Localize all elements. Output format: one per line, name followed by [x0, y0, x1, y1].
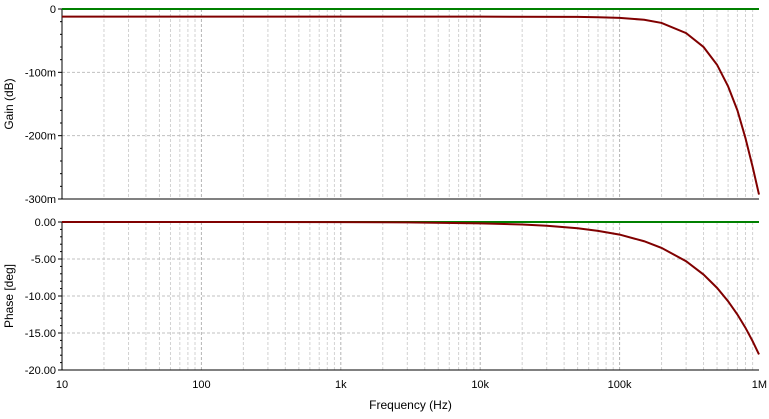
x-tick-label: 1k: [335, 379, 347, 391]
x-tick-label: 10k: [471, 379, 489, 391]
gain-y-axis-label: Gain (dB): [2, 78, 16, 129]
series-line: [62, 15, 760, 195]
phase-y-tick-labels: 0.00 -5.00 -10.00 -15.00 -20.00: [25, 217, 56, 377]
y-tick-label: -100m: [25, 67, 56, 79]
gain-grid: [62, 8, 759, 200]
phase-frame: [58, 221, 759, 371]
x-tick-label: 10: [56, 379, 68, 391]
gain-y-tick-labels: 0 -100m -200m -300m: [25, 4, 56, 206]
phase-series: [62, 221, 760, 355]
gain-frame: [58, 8, 759, 200]
y-tick-label: 0: [50, 4, 56, 16]
y-tick-label: 0.00: [35, 217, 56, 229]
x-tick-label: 100: [192, 379, 210, 391]
y-tick-label: -200m: [25, 131, 56, 143]
phase-panel: 0.00-5.00-10.00-15.00-20.00 10 100 1k 10k 10…: [2, 217, 767, 412]
y-tick-label: -300m: [25, 194, 56, 206]
x-axis-label: Frequency (Hz): [369, 398, 452, 412]
phase-y-axis-label: Phase [deg]: [2, 264, 16, 328]
y-tick-label: -10.00: [25, 291, 56, 303]
x-tick-label: 1M: [752, 379, 767, 391]
series-line: [62, 221, 760, 355]
y-tick-label: -20.00: [25, 365, 56, 377]
x-tick-labels: 10 100 1k 10k 100k 1M: [56, 379, 767, 391]
gain-series: [62, 15, 760, 195]
x-tick-label: 100k: [608, 379, 632, 391]
y-tick-label: -5.00: [31, 254, 56, 266]
gain-panel: 0 -100m -200m -300m Gain (dB): [2, 4, 760, 206]
y-tick-label: -15.00: [25, 328, 56, 340]
